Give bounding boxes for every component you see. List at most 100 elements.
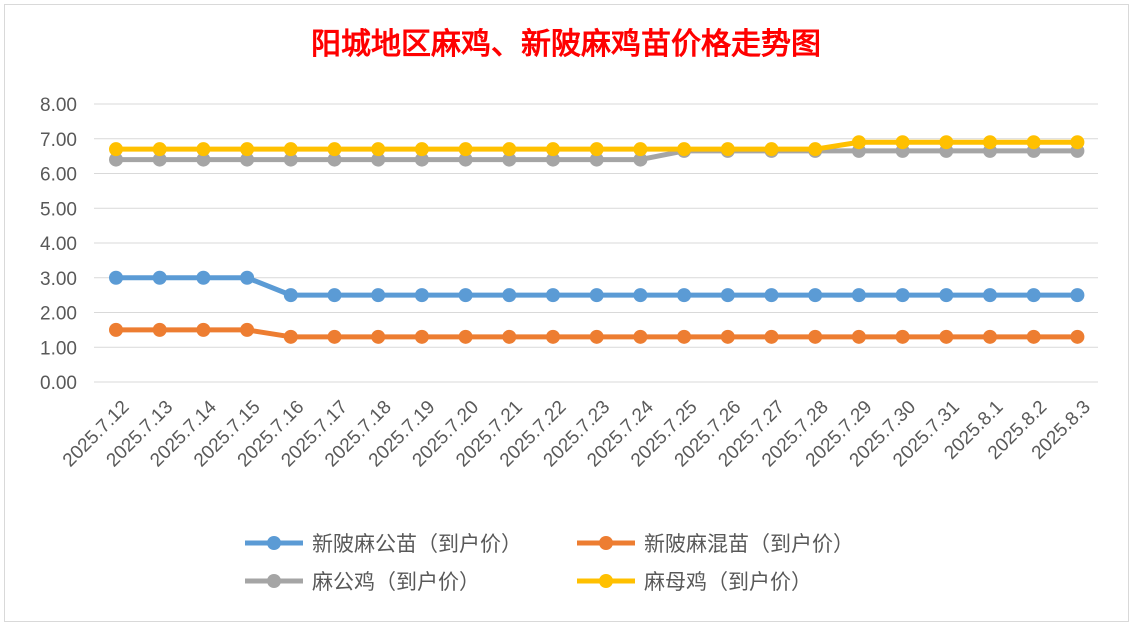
data-point	[283, 152, 298, 167]
legend-label: 麻母鸡（到户价）	[644, 570, 812, 594]
data-point	[109, 270, 123, 285]
data-point	[720, 288, 735, 303]
legend-item: 新陂麻混苗（到户价）	[577, 532, 854, 556]
data-point	[1070, 135, 1085, 150]
legend-item: 麻公鸡（到户价）	[245, 570, 480, 594]
data-point	[677, 288, 692, 303]
data-point	[109, 142, 123, 157]
data-point	[589, 142, 604, 157]
y-tick-label: 2.00	[40, 304, 77, 325]
data-point	[458, 329, 473, 344]
data-point	[764, 142, 779, 157]
data-point	[196, 322, 211, 337]
data-point	[109, 322, 123, 337]
data-point	[414, 288, 429, 303]
data-point	[196, 142, 211, 157]
data-point	[371, 329, 386, 344]
legend-label: 麻公鸡（到户价）	[312, 570, 480, 594]
chart-title: 阳城地区麻鸡、新陂麻鸡苗价格走势图	[311, 27, 821, 62]
data-point	[327, 288, 342, 303]
data-point	[240, 152, 255, 167]
data-point	[152, 142, 167, 157]
data-point	[851, 329, 866, 344]
data-point	[677, 329, 692, 344]
data-point	[546, 152, 560, 167]
data-point	[458, 142, 473, 157]
legend-swatch-marker	[599, 536, 613, 550]
data-point	[808, 329, 823, 344]
data-point	[1026, 329, 1041, 344]
data-point	[152, 322, 167, 337]
data-point	[1026, 288, 1041, 303]
y-tick-label: 8.00	[40, 95, 77, 116]
data-point	[327, 152, 342, 167]
data-point	[983, 288, 997, 303]
data-point	[851, 288, 866, 303]
data-point	[371, 288, 386, 303]
legend-swatch-marker	[267, 574, 281, 588]
data-point	[764, 329, 779, 344]
data-point	[546, 329, 560, 344]
data-point	[371, 152, 386, 167]
data-point	[502, 142, 517, 157]
y-tick-label: 7.00	[40, 130, 77, 151]
data-point	[983, 135, 997, 150]
data-point	[458, 152, 473, 167]
data-point	[240, 270, 255, 285]
data-point	[851, 135, 866, 150]
y-tick-label: 4.00	[40, 234, 77, 255]
data-point	[283, 329, 298, 344]
data-point	[633, 152, 648, 167]
legend-label: 新陂麻公苗（到户价）	[312, 532, 522, 556]
legend-swatch-marker	[267, 536, 281, 550]
data-point	[589, 152, 604, 167]
data-point	[895, 288, 910, 303]
data-point	[720, 142, 735, 157]
y-tick-label: 0.00	[40, 373, 77, 394]
data-point	[414, 329, 429, 344]
y-tick-label: 3.00	[40, 269, 77, 290]
data-point	[458, 288, 473, 303]
data-point	[808, 288, 823, 303]
legend-label: 新陂麻混苗（到户价）	[644, 532, 854, 556]
data-point	[196, 152, 211, 167]
data-point	[502, 152, 517, 167]
y-tick-label: 5.00	[40, 199, 77, 220]
y-tick-label: 1.00	[40, 338, 77, 359]
y-tick-label: 6.00	[40, 165, 77, 186]
series-4	[109, 135, 1085, 157]
data-point	[589, 329, 604, 344]
series-1	[109, 270, 1085, 303]
data-point	[633, 288, 648, 303]
y-axis-ticks: 0.00 1.00 2.00 3.00 4.00 5.00 6.00 7.00 8.00	[40, 95, 77, 394]
data-point	[939, 288, 954, 303]
data-point	[283, 142, 298, 157]
data-point	[895, 329, 910, 344]
data-point	[939, 135, 954, 150]
data-point	[589, 288, 604, 303]
data-point	[414, 152, 429, 167]
legend-swatch-marker	[599, 574, 613, 588]
data-point	[764, 288, 779, 303]
data-point	[720, 329, 735, 344]
data-point	[633, 329, 648, 344]
series-lines	[109, 135, 1085, 344]
data-point	[1070, 288, 1085, 303]
data-point	[983, 329, 997, 344]
data-point	[109, 152, 123, 167]
data-point	[546, 288, 560, 303]
data-point	[371, 142, 386, 157]
data-point	[546, 142, 560, 157]
data-point	[1070, 329, 1085, 344]
data-point	[502, 288, 517, 303]
data-point	[1026, 135, 1041, 150]
data-point	[677, 142, 692, 157]
series-2	[109, 322, 1085, 344]
data-point	[327, 329, 342, 344]
data-point	[895, 135, 910, 150]
data-point	[283, 288, 298, 303]
legend-item: 麻母鸡（到户价）	[577, 570, 812, 594]
data-point	[633, 142, 648, 157]
